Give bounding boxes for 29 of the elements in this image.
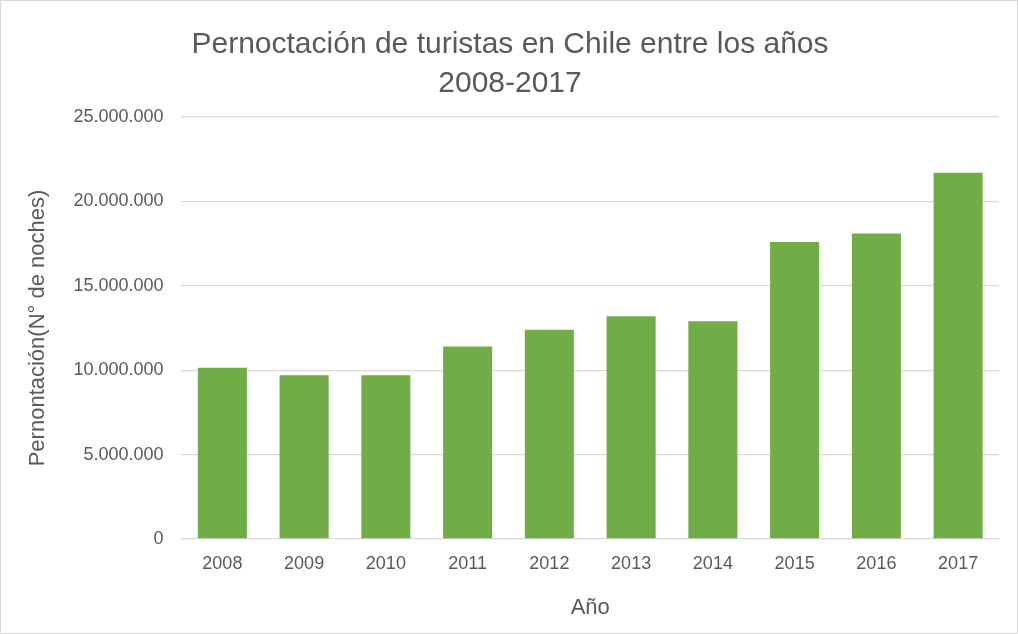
bar	[933, 172, 983, 539]
x-tick-label: 2017	[938, 552, 979, 573]
x-tick-label: 2015	[774, 552, 815, 573]
bar	[279, 375, 329, 539]
y-tick-label: 15.000.000	[73, 274, 164, 295]
bar	[524, 329, 574, 539]
y-tick-label: 10.000.000	[73, 359, 164, 380]
x-tick-label: 2016	[856, 552, 897, 573]
x-tick-label: 2014	[692, 552, 733, 573]
bar	[688, 321, 738, 539]
bar	[606, 316, 656, 539]
bar	[851, 233, 901, 539]
y-axis-title: Pernontación(N° de noches)	[24, 189, 50, 467]
bar	[770, 241, 820, 539]
x-axis-title: Año	[570, 593, 610, 619]
x-tick-label: 2010	[365, 552, 406, 573]
x-tick-label: 2012	[529, 552, 570, 573]
y-tick-label: 20.000.000	[73, 190, 164, 211]
x-tick-label: 2009	[284, 552, 325, 573]
y-tick-label: 25.000.000	[73, 105, 164, 126]
bar	[361, 375, 411, 539]
bar	[443, 346, 493, 539]
y-tick-label: 5.000.000	[83, 443, 164, 464]
x-tick-label: 2013	[611, 552, 652, 573]
chart-title: Pernoctación de turistas en Chile entre los años 2008-2017	[191, 25, 829, 98]
x-tick-label: 2011	[448, 552, 487, 573]
y-tick-label: 0	[153, 527, 164, 548]
bar	[197, 367, 247, 539]
x-tick-label: 2008	[202, 552, 243, 573]
